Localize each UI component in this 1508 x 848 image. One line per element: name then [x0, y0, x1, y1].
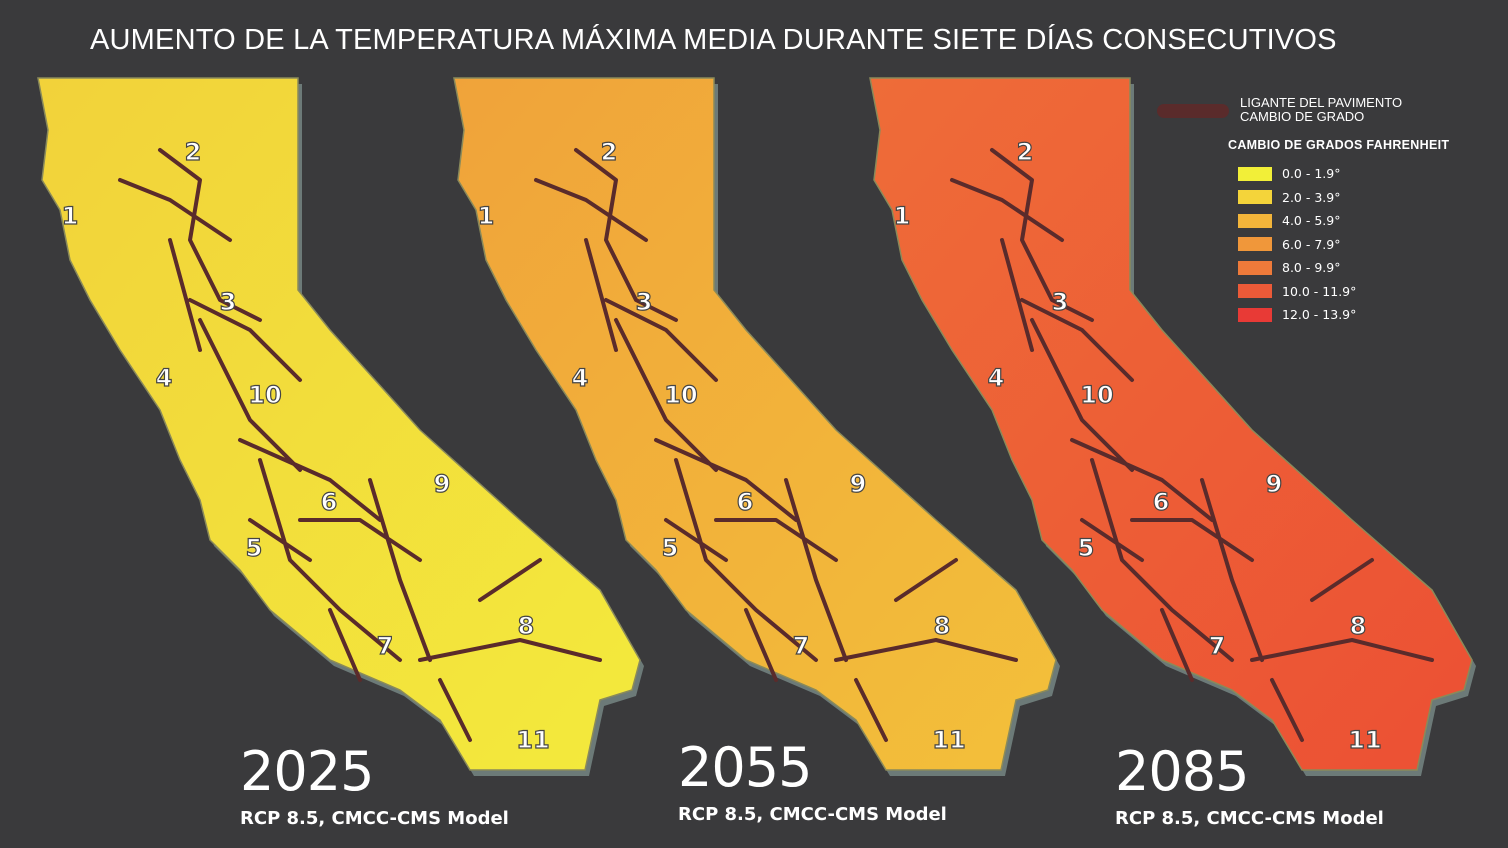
district-label: 6	[1153, 488, 1170, 516]
legend-swatch	[1238, 260, 1272, 275]
legend-label: 6.0 - 7.9°	[1282, 236, 1341, 252]
panel-model-2055: RCP 8.5, CMCC-CMS Model	[678, 804, 947, 825]
district-label: 8	[934, 612, 951, 640]
district-label: 5	[662, 534, 679, 562]
district-label: 7	[1209, 632, 1226, 660]
legend-swatch	[1238, 284, 1272, 299]
california-map-2025: 1 2 3 4 5 6 7 8 9 10 11	[37, 77, 644, 776]
legend-label: 8.0 - 9.9°	[1282, 260, 1341, 276]
district-label: 10	[248, 381, 281, 409]
district-label: 9	[1266, 470, 1283, 498]
legend-item: 6.0 - 7.9°	[1238, 233, 1356, 257]
district-label: 2	[601, 138, 618, 166]
district-label: 11	[1348, 726, 1381, 754]
district-label: 6	[737, 488, 754, 516]
district-label: 7	[377, 632, 394, 660]
district-label: 9	[434, 470, 451, 498]
district-label: 4	[988, 364, 1005, 392]
district-label: 10	[1080, 381, 1113, 409]
district-label: 6	[321, 488, 338, 516]
district-label: 8	[1350, 612, 1367, 640]
california-map-2085: 1 2 3 4 5 6 7 8 9 10 11	[869, 77, 1476, 776]
district-label: 3	[636, 288, 653, 316]
legend-heading: CAMBIO DE GRADOS FAHRENHEIT	[1228, 138, 1450, 152]
state-area	[869, 77, 1473, 771]
legend-items: 0.0 - 1.9° 2.0 - 3.9° 4.0 - 5.9° 6.0 - 7.9°…	[1238, 162, 1356, 327]
district-label: 2	[1017, 138, 1034, 166]
district-label: 3	[220, 288, 237, 316]
district-label: 5	[246, 534, 263, 562]
district-label: 4	[572, 364, 589, 392]
state-area	[453, 77, 1057, 771]
pavement-roads	[950, 148, 1434, 742]
district-label: 11	[932, 726, 965, 754]
district-label: 2	[185, 138, 202, 166]
california-map-2055: 1 2 3 4 5 6 7 8 9 10 11	[453, 77, 1060, 776]
panel-year-2055: 2055	[678, 736, 812, 799]
legend-swatch	[1238, 190, 1272, 205]
panel-year-2085: 2085	[1115, 740, 1249, 803]
legend-swatch	[1238, 213, 1272, 228]
legend-item: 2.0 - 3.9°	[1238, 186, 1356, 210]
legend-item: 0.0 - 1.9°	[1238, 162, 1356, 186]
legend-item: 8.0 - 9.9°	[1238, 256, 1356, 280]
legend-label: 12.0 - 13.9°	[1282, 307, 1357, 323]
district-label: 3	[1052, 288, 1069, 316]
legend-label: 10.0 - 11.9°	[1282, 283, 1357, 299]
district-label: 11	[516, 726, 549, 754]
panel-year-2025: 2025	[240, 740, 374, 803]
legend-swatch	[1238, 237, 1272, 252]
map-title: AUMENTO DE LA TEMPERATURA MÁXIMA MEDIA D…	[90, 24, 1337, 56]
district-label: 10	[664, 381, 697, 409]
district-label: 9	[850, 470, 867, 498]
state-area	[37, 77, 641, 771]
binder-line-label-2: CAMBIO DE GRADO	[1240, 109, 1365, 124]
panel-model-2085: RCP 8.5, CMCC-CMS Model	[1115, 808, 1384, 829]
pavement-roads	[534, 148, 1018, 742]
legend-swatch	[1238, 166, 1272, 181]
district-label: 1	[894, 202, 911, 230]
legend-label: 4.0 - 5.9°	[1282, 213, 1341, 229]
legend-item: 12.0 - 13.9°	[1238, 303, 1356, 327]
legend-swatch	[1238, 307, 1272, 322]
panel-model-2025: RCP 8.5, CMCC-CMS Model	[240, 808, 509, 829]
legend-label: 2.0 - 3.9°	[1282, 189, 1341, 205]
district-label: 1	[62, 202, 79, 230]
pavement-roads	[118, 148, 602, 742]
district-label: 1	[478, 202, 495, 230]
binder-line-swatch	[1157, 104, 1229, 118]
binder-line-label-1: LIGANTE DEL PAVIMENTO	[1240, 95, 1403, 110]
legend-item: 4.0 - 5.9°	[1238, 209, 1356, 233]
legend-label: 0.0 - 1.9°	[1282, 166, 1341, 182]
district-label: 7	[793, 632, 810, 660]
district-label: 5	[1078, 534, 1095, 562]
district-label: 8	[518, 612, 535, 640]
binder-line-label: LIGANTE DEL PAVIMENTO CAMBIO DE GRADO	[1240, 96, 1402, 124]
district-label: 4	[156, 364, 173, 392]
legend-item: 10.0 - 11.9°	[1238, 280, 1356, 304]
